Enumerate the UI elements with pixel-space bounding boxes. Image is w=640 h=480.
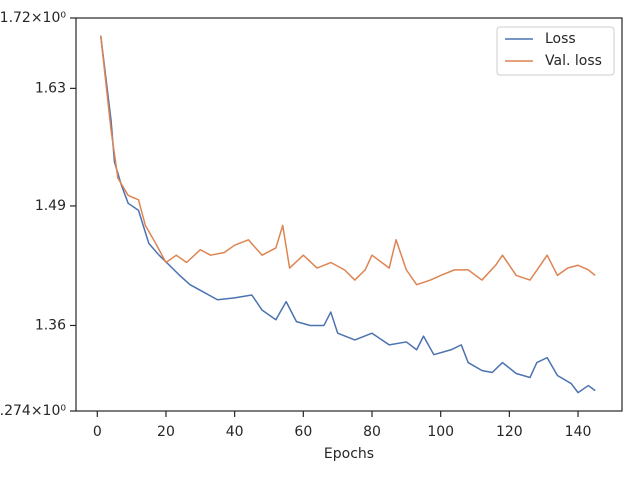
x-tick-label: 40 (226, 424, 244, 440)
y-tick-label: 1.36 (35, 317, 66, 333)
x-axis-label: Epochs (324, 446, 374, 462)
x-tick-label: 20 (157, 424, 175, 440)
line (99, 35, 596, 394)
x-tick-label: 140 (565, 424, 592, 440)
x-tick-label: 120 (496, 424, 523, 440)
x-tick-label: 100 (427, 424, 454, 440)
legend-label: Val. loss (545, 53, 602, 69)
y-tick-label: 1.49 (35, 198, 66, 214)
y-tick-label: 1.63 (35, 80, 66, 96)
plot-frame (75, 17, 623, 412)
x-tick-label: 0 (93, 424, 102, 440)
x-tick-label: 60 (294, 424, 312, 440)
y-tick-label: 1.72×10⁰ (0, 10, 66, 26)
y-tick-label: 1.274×10⁰ (0, 403, 66, 419)
legend-label: Loss (545, 31, 576, 47)
x-tick-label: 80 (363, 424, 381, 440)
line (99, 35, 596, 286)
